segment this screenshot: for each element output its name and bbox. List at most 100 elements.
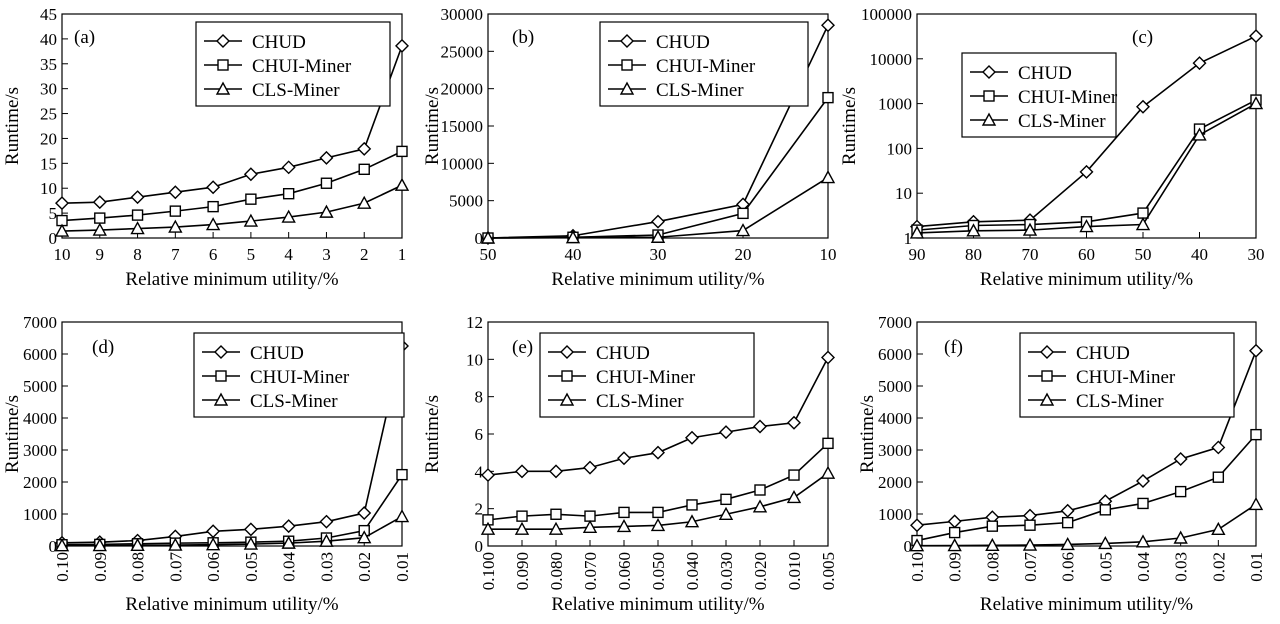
series-line-cls-miner	[61, 184, 403, 232]
data-point-chui-miner	[320, 177, 333, 189]
legend-marker-chud	[560, 345, 574, 359]
y-tick-label: 5000	[449, 192, 483, 211]
x-tick-label: 0.07	[166, 552, 185, 582]
data-point-cls-miner	[1060, 536, 1075, 551]
data-point-cls-miner	[684, 514, 700, 528]
data-point-cls-miner	[130, 537, 145, 552]
panel-label: (a)	[74, 27, 95, 48]
legend: CHUD CHUI-Miner CLS-Miner	[599, 21, 809, 107]
data-point-chud	[243, 167, 258, 182]
legend-marker-chud	[216, 34, 230, 48]
legend-marker-chui-miner	[1041, 370, 1053, 382]
data-point-chui-miner	[1137, 207, 1149, 219]
legend-marker-chui-miner	[621, 59, 633, 71]
legend-marker-cls-miner	[619, 81, 635, 95]
data-point-chud	[1211, 440, 1226, 455]
legend-entry: CHUI-Miner	[656, 56, 756, 77]
data-point-cls-miner	[752, 499, 768, 513]
y-tick-label: 10000	[870, 50, 913, 69]
data-point-chud	[1136, 474, 1150, 489]
data-point-cls-miner	[820, 465, 836, 479]
x-axis-label: Relative minimum utility/%	[980, 269, 1193, 290]
y-tick-label: 5000	[878, 377, 912, 396]
data-point-cls-miner	[394, 177, 410, 191]
series-line-cls-miner	[916, 503, 1257, 547]
legend-entry: CHUD	[656, 32, 710, 53]
legend-entry: CHUD	[1076, 343, 1130, 364]
data-point-cls-miner	[281, 209, 296, 223]
data-point-chud	[821, 350, 835, 365]
chart-panel-4: 0 1000 2000 3000 4000 5000 6000 7000 0.10 0.09 0.0…	[2, 313, 412, 615]
x-tick-label: 3	[322, 245, 331, 264]
legend-entry: CHUI-Miner	[1018, 87, 1118, 108]
data-point-chud	[753, 419, 767, 434]
y-tick-label: 20	[40, 129, 57, 148]
data-point-chui-miner	[516, 510, 528, 522]
data-point-cls-miner	[985, 537, 1000, 552]
x-tick-label: 0.10	[908, 552, 927, 582]
data-point-cls-miner	[616, 518, 632, 533]
data-point-cls-miner	[1248, 496, 1264, 511]
data-point-cls-miner	[1079, 219, 1094, 233]
data-point-cls-miner	[1248, 96, 1264, 110]
legend-marker-chui-miner	[983, 90, 995, 102]
series-line-chud	[61, 345, 403, 544]
data-point-cls-miner	[54, 223, 70, 237]
x-tick-label: 6	[209, 245, 218, 264]
legend-entry: CHUI-Miner	[596, 367, 696, 388]
legend: CHUD CHUI-Miner CLS-Miner	[195, 21, 391, 107]
x-axis-label: Relative minimum utility/%	[551, 594, 764, 615]
data-point-chud	[281, 160, 296, 175]
x-tick-label: 0.090	[513, 552, 532, 590]
y-tick-label: 1000	[23, 505, 57, 524]
x-tick-label: 10	[54, 245, 71, 264]
x-tick-label: 0.06	[1059, 552, 1078, 582]
data-point-chud	[1136, 99, 1150, 114]
x-tick-label: 10	[820, 245, 837, 264]
x-tick-label: 0.02	[355, 552, 374, 582]
panel-label: (c)	[1132, 27, 1153, 48]
data-point-chud	[1249, 343, 1263, 358]
data-point-chud	[243, 522, 258, 537]
series-line-chud	[61, 45, 403, 204]
data-point-cls-miner	[205, 537, 221, 551]
legend-marker-cls-miner	[215, 81, 231, 95]
y-tick-label: 7000	[23, 313, 57, 332]
panel-label: (e)	[512, 337, 533, 358]
data-point-cls-miner	[357, 530, 372, 544]
legend-marker-cls-miner	[981, 112, 997, 126]
data-point-cls-miner	[1211, 521, 1226, 536]
x-axis-label: Relative minimum utility/%	[125, 269, 338, 290]
plot-frame	[61, 13, 403, 239]
x-tick-label: 40	[565, 245, 582, 264]
data-point-chui-miner	[1024, 519, 1036, 531]
x-axis-label: Relative minimum utility/%	[125, 594, 338, 615]
y-tick-label: 10	[895, 184, 912, 203]
x-tick-label: 0.05	[242, 552, 261, 582]
legend-entry: CLS-Miner	[656, 80, 744, 101]
x-tick-label: 0.10	[53, 552, 72, 582]
x-tick-label: 90	[909, 245, 926, 264]
data-point-cls-miner	[548, 521, 564, 535]
series-line-chui-miner	[61, 150, 403, 222]
y-tick-label: 4000	[23, 409, 57, 428]
x-tick-label: 50	[1135, 245, 1152, 264]
data-point-cls-miner	[168, 219, 183, 233]
data-point-cls-miner	[357, 195, 372, 209]
data-point-cls-miner	[514, 521, 530, 535]
data-point-chud	[583, 460, 597, 475]
series-line-chui-miner	[61, 474, 403, 546]
x-tick-label: 0.07	[1021, 552, 1040, 582]
data-point-chud	[130, 190, 145, 205]
y-axis-label: Runtime/s	[2, 395, 23, 473]
series-line-cls-miner	[487, 176, 829, 239]
data-point-chud	[617, 451, 631, 466]
x-tick-label: 0.040	[683, 552, 702, 590]
data-point-chui-miner	[169, 205, 182, 217]
data-point-chui-miner	[822, 91, 834, 104]
data-point-cls-miner	[281, 535, 296, 549]
data-point-chud	[1249, 29, 1263, 44]
x-tick-label: 0.005	[819, 552, 838, 590]
data-point-chud	[281, 519, 296, 534]
